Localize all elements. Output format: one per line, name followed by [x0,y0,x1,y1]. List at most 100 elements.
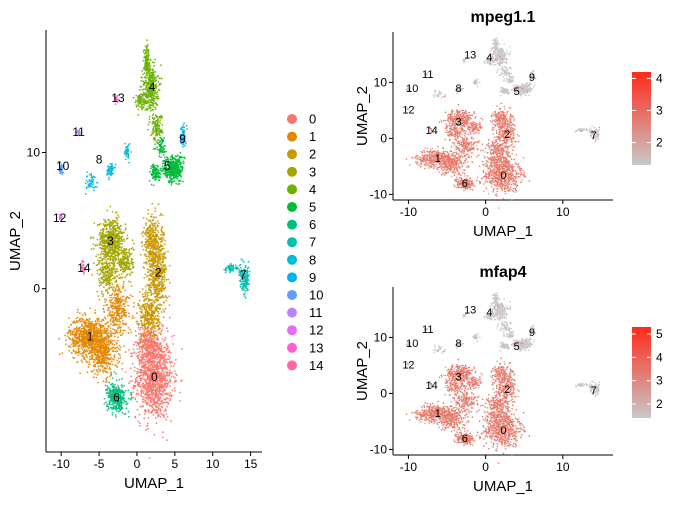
cell-point [162,357,164,359]
cell-point [143,372,145,374]
cell-point [100,358,102,360]
cell-point [152,395,154,397]
cell-point [91,358,93,360]
cell-point [134,399,136,401]
cell-point [162,245,164,247]
cell-point [98,362,100,364]
cell-point [151,304,153,306]
cell-point [151,352,153,354]
cell-point [112,249,114,251]
cell-point [169,317,171,319]
cell-point [150,337,152,339]
cell-point [135,353,137,355]
cell-point [117,214,119,216]
cell-point [173,335,175,337]
cell-point [135,335,137,337]
cell-point [152,255,154,257]
cell-point [161,231,163,233]
cell-point [148,378,150,380]
cell-point [125,223,127,225]
cell-point [109,264,111,266]
cell-point [115,297,117,299]
cell-point [150,359,152,361]
cell-point [169,400,171,402]
cell-point [148,394,150,396]
cell-point [105,333,107,335]
cell-point [109,256,111,258]
cell-point [151,228,153,230]
cell-point [122,277,124,279]
cell-point [143,390,145,392]
cell-point [159,410,161,412]
cell-point [157,322,159,324]
cell-point [143,304,145,306]
cell-point [134,367,136,369]
cell-point [155,330,157,332]
cell-point [88,323,90,325]
cell-point [162,272,164,274]
cell-point [102,342,104,344]
cell-point [145,392,147,394]
cell-point [159,246,161,248]
cell-point [65,339,67,341]
cell-point [144,309,146,311]
cell-point [115,277,117,279]
cell-point [153,400,155,402]
cell-point [148,339,150,341]
cell-point [76,331,78,333]
cell-point [100,232,102,234]
cell-point [103,368,105,370]
cell-point [169,357,171,359]
cell-point [163,284,165,286]
cell-point [160,259,162,261]
cell-point [134,351,136,353]
cell-point [138,352,140,354]
cell-point [137,342,139,344]
cell-point [81,339,83,341]
cell-point [107,315,109,317]
cell-point [101,363,103,365]
cell-point [147,342,149,344]
cell-point [62,352,64,354]
cell-point [79,337,81,339]
cell-point [107,274,109,276]
cell-point [161,407,163,409]
cell-point [156,245,158,247]
cell-point [133,302,135,304]
cell-point [118,289,120,291]
cell-point [109,268,111,270]
cell-point [152,253,154,255]
cell-point [106,381,108,383]
cell-point [107,251,109,253]
cell-point [106,341,108,343]
cell-point [64,335,66,337]
cell-point [137,375,139,377]
cell-point [166,297,168,299]
cell-point [160,229,162,231]
cell-point [130,294,132,296]
cell-point [143,379,145,381]
cell-point [108,325,110,327]
cell-point [147,271,149,273]
cell-point [108,347,110,349]
cell-point [120,312,122,314]
cell-point [142,288,144,290]
cell-point [164,402,166,404]
cell-point [123,303,125,305]
cell-point [147,247,149,249]
cell-point [147,236,149,238]
cell-point [122,256,124,258]
cell-point [120,259,122,261]
cell-point [155,409,157,411]
cell-point [163,289,165,291]
cell-point [154,345,156,347]
cell-point [74,345,76,347]
cell-point [105,250,107,252]
cell-point [150,285,152,287]
cell-point [164,389,166,391]
cell-point [145,286,147,288]
x-axis-label: UMAP_1 [124,475,184,492]
cell-point [81,323,83,325]
